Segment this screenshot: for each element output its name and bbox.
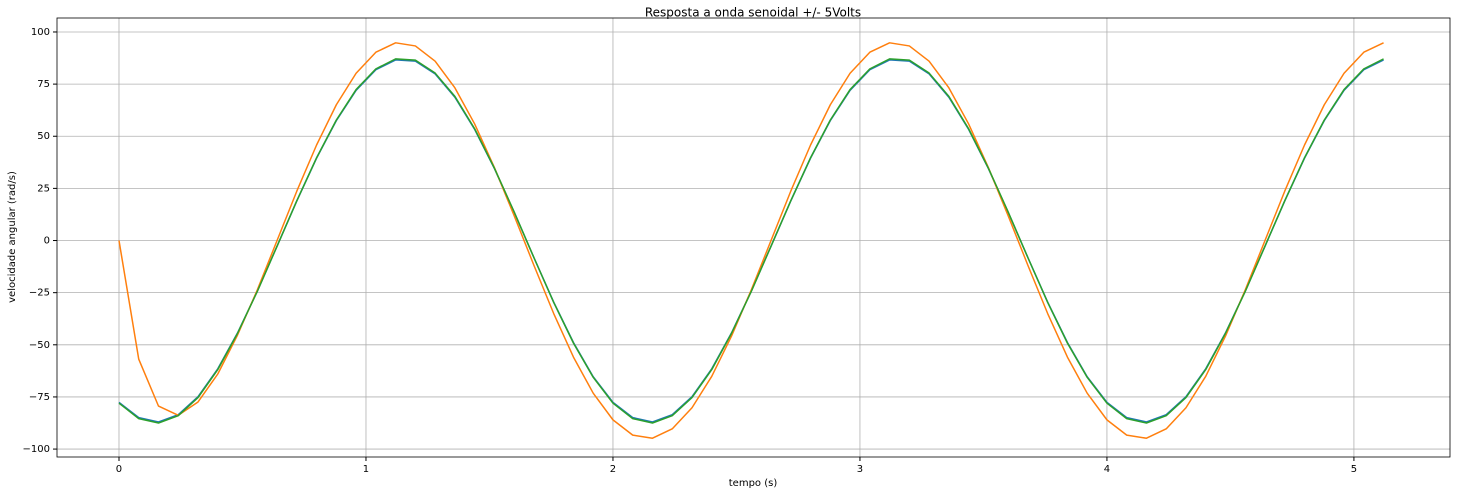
y-tick-label: 75 [37, 79, 50, 90]
x-tick-label: 4 [1104, 464, 1110, 475]
y-axis-label: velocidade angular (rad/s) [7, 171, 18, 303]
y-tick-label: 50 [37, 131, 50, 142]
x-tick-label: 2 [610, 464, 616, 475]
x-tick-label: 5 [1351, 464, 1357, 475]
y-tick-label: −25 [29, 288, 50, 299]
y-tick-label: −75 [29, 392, 50, 403]
y-tick-label: −50 [29, 340, 50, 351]
y-tick-label: −100 [23, 444, 50, 455]
x-axis-label: tempo (s) [729, 478, 778, 489]
line-series [118, 59, 1384, 423]
x-tick-label: 0 [116, 464, 122, 475]
y-tick-label: 0 [44, 236, 50, 247]
chart-title: Resposta a onda senoidal +/- 5Volts [645, 6, 861, 20]
x-tick-label: 1 [363, 464, 369, 475]
y-tick-label: 25 [37, 183, 50, 194]
y-tick-label: 100 [31, 27, 50, 38]
line-series [118, 58, 1384, 424]
x-tick-label: 3 [857, 464, 863, 475]
plot-frame [56, 17, 1451, 458]
